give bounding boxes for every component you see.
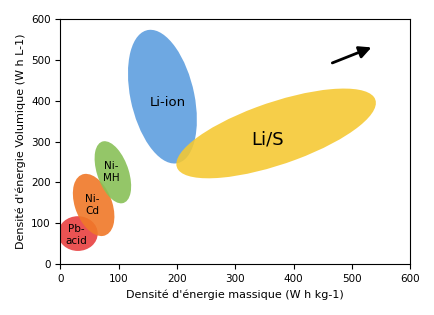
- Ellipse shape: [72, 174, 114, 236]
- Ellipse shape: [94, 141, 131, 203]
- Text: Li/S: Li/S: [250, 131, 283, 149]
- Ellipse shape: [58, 216, 98, 251]
- Text: Ni-
MH: Ni- MH: [103, 162, 120, 183]
- Ellipse shape: [176, 89, 375, 178]
- Ellipse shape: [128, 30, 197, 163]
- Text: Ni-
Cd: Ni- Cd: [85, 194, 99, 216]
- Y-axis label: Densité d'énergie Volumique (W h L-1): Densité d'énergie Volumique (W h L-1): [15, 34, 26, 249]
- Text: Li-ion: Li-ion: [150, 96, 186, 109]
- Text: Pb-
acid: Pb- acid: [66, 224, 87, 246]
- X-axis label: Densité d'énergie massique (W h kg-1): Densité d'énergie massique (W h kg-1): [126, 289, 343, 300]
